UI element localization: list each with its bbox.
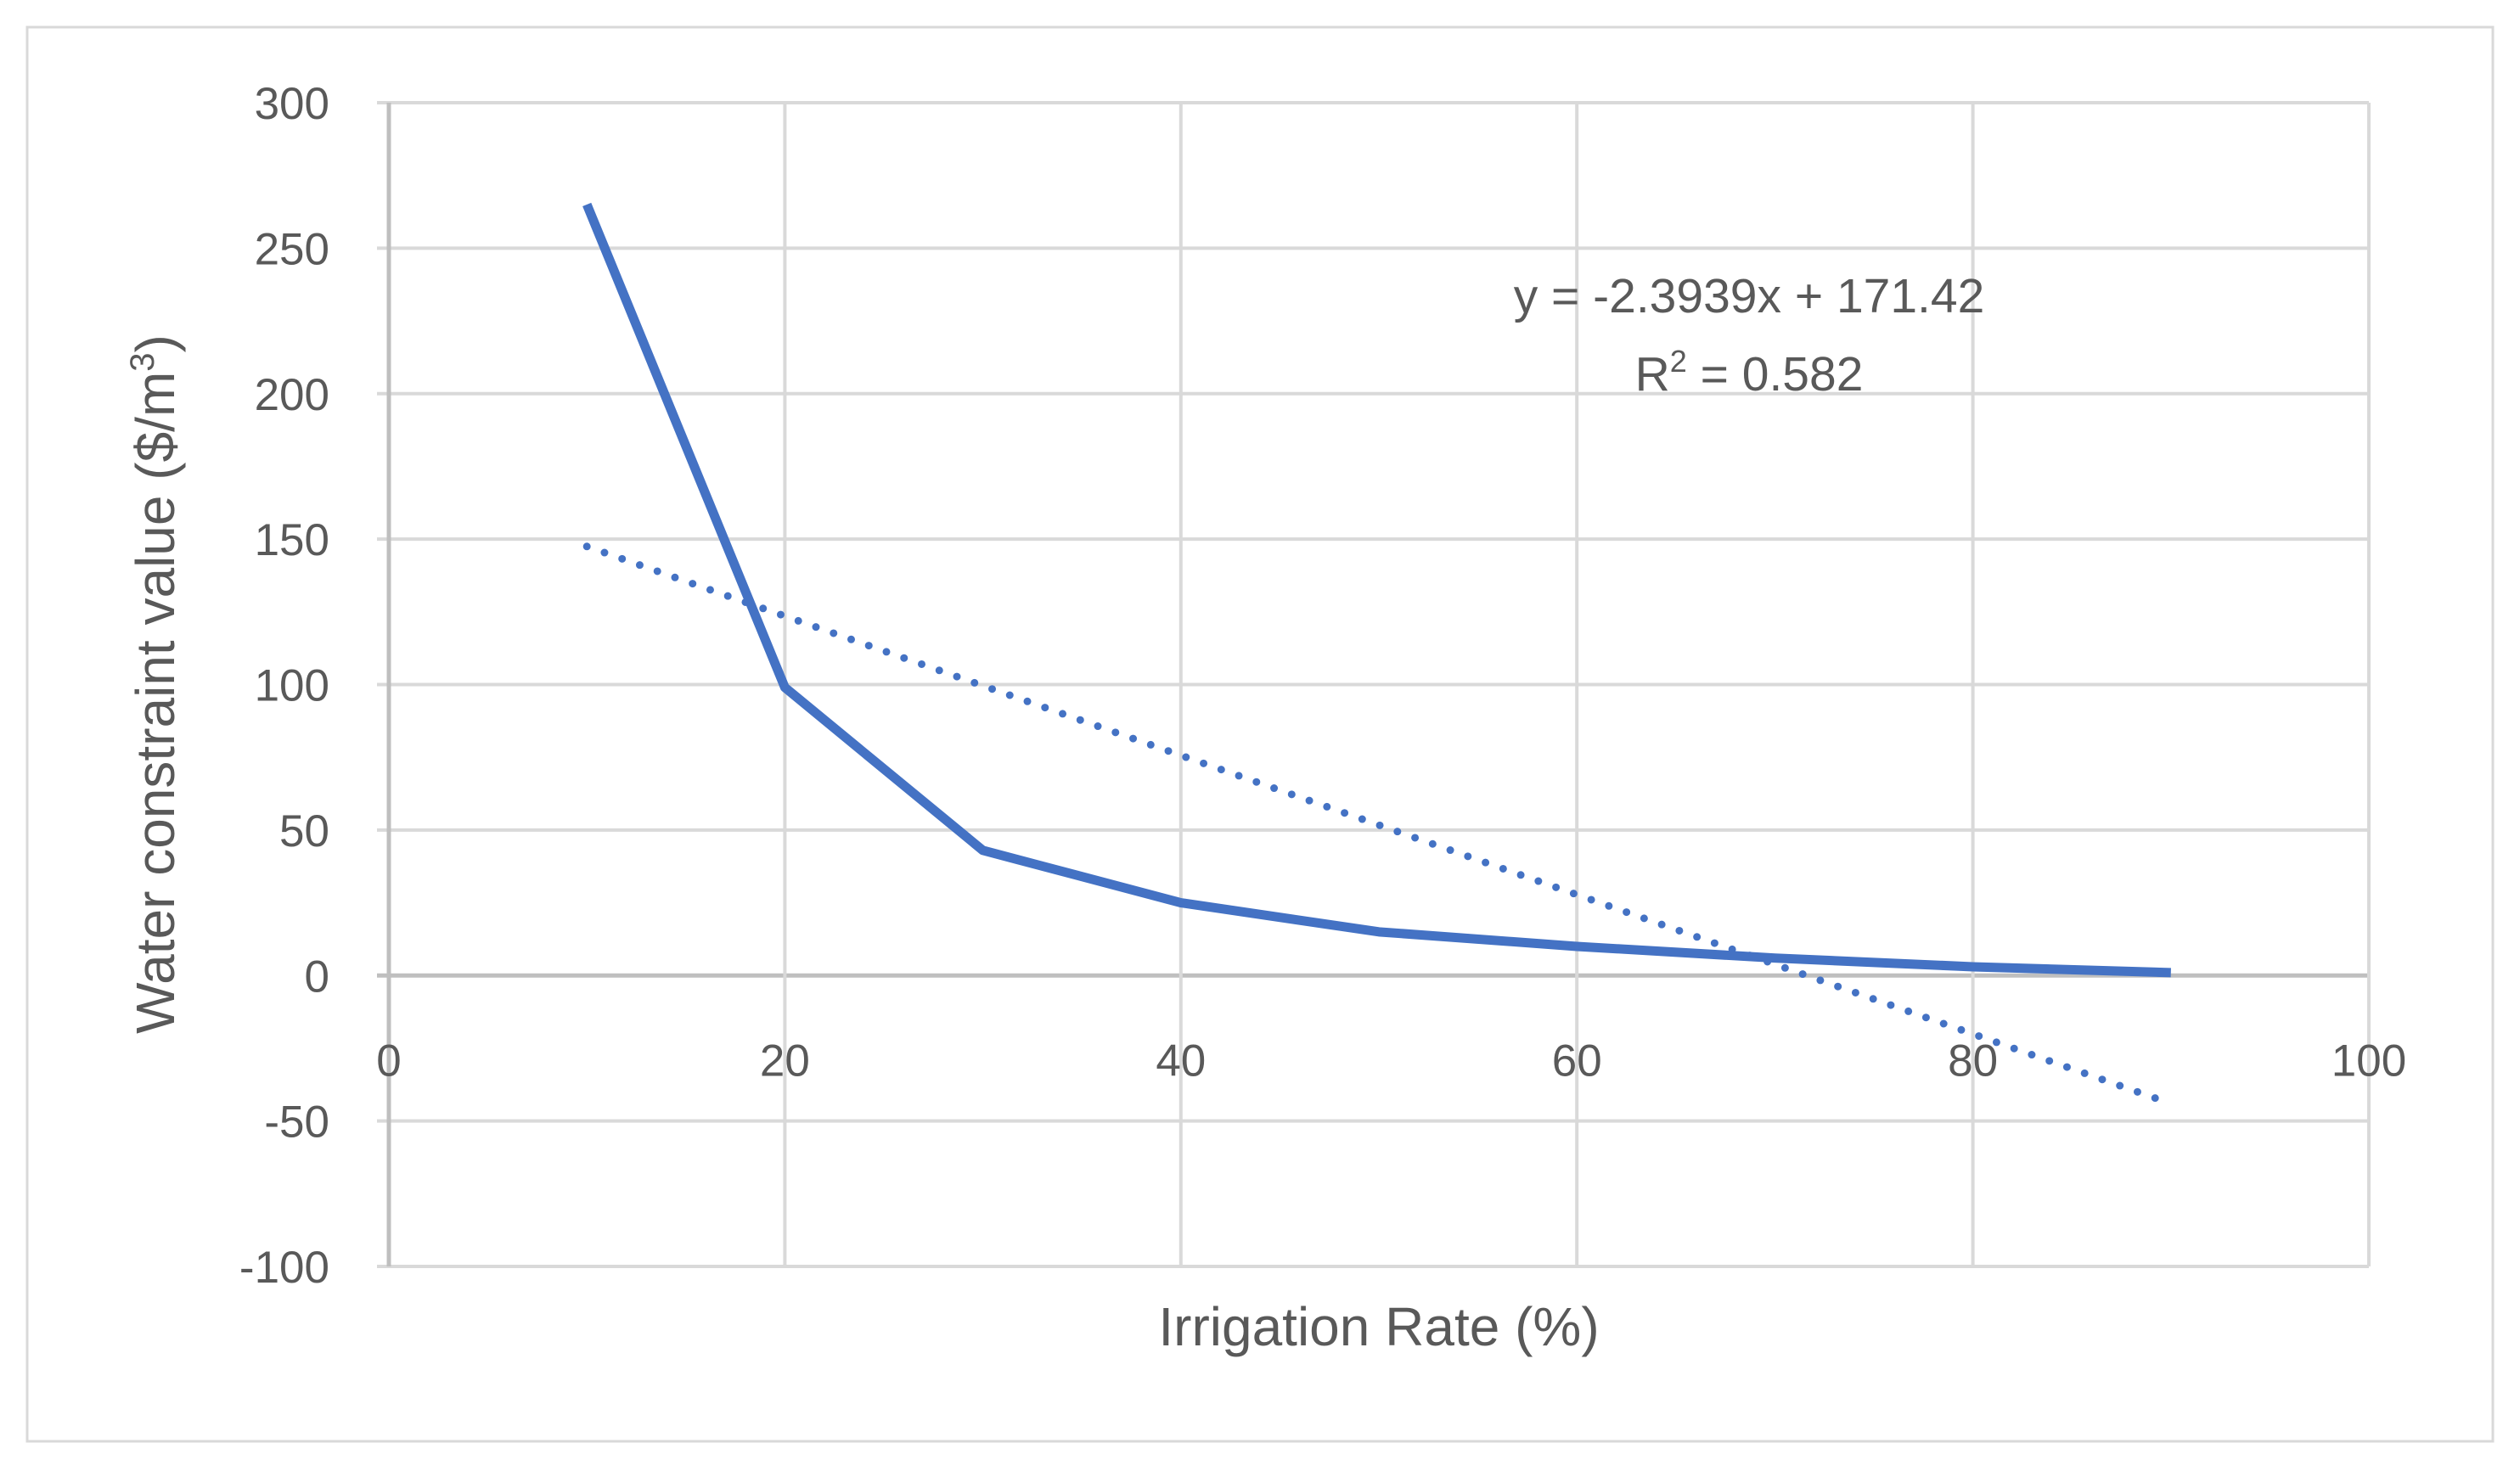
- y-tick-label: 300: [255, 79, 329, 129]
- x-tick-label: 40: [1156, 1036, 1206, 1086]
- y-tick-label: 50: [279, 806, 329, 856]
- y-tick-label: -50: [264, 1098, 329, 1148]
- x-axis-title: Irrigation Rate (%): [1158, 1296, 1599, 1357]
- x-tick-label: 20: [760, 1036, 810, 1086]
- x-tick-label: 0: [376, 1036, 401, 1086]
- x-tick-label: 100: [2332, 1036, 2406, 1086]
- y-tick-label: 150: [255, 515, 329, 565]
- y-tick-label: -100: [239, 1243, 329, 1293]
- x-tick-label: 80: [1948, 1036, 1998, 1086]
- y-axis-title: Water constraint value ($/m3): [124, 334, 186, 1034]
- trendline-r2: R2 = 0.582: [1635, 344, 1864, 401]
- x-tick-label: 60: [1552, 1036, 1602, 1086]
- y-tick-label: 200: [255, 370, 329, 420]
- trendline-equation: y = -2.3939x + 171.42: [1514, 269, 1985, 323]
- chart-border: [25, 25, 2495, 1443]
- y-tick-label: 0: [305, 952, 329, 1002]
- trendline: [582, 542, 2175, 1108]
- y-tick-label: 250: [255, 224, 329, 274]
- y-tick-label: 100: [255, 661, 329, 711]
